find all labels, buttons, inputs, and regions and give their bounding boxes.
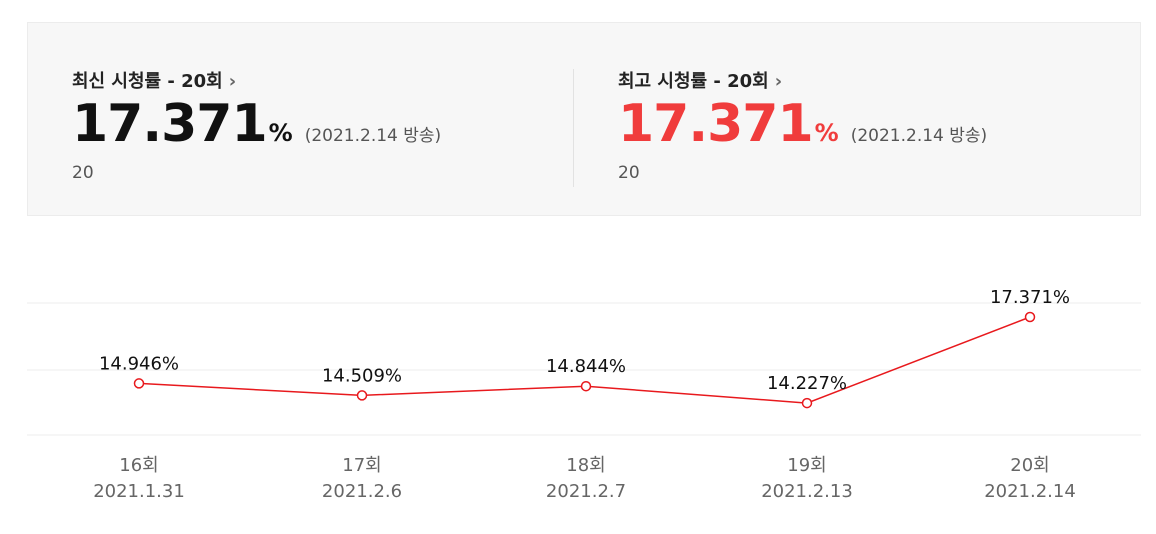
latest-rating-row: 17.371% (2021.2.14 방송) [72, 95, 441, 153]
latest-rating-title-text: 최신 시청률 - 20회 [72, 71, 223, 92]
data-label: 14.227% [767, 373, 847, 394]
best-rating-row: 17.371% (2021.2.14 방송) [618, 95, 987, 153]
x-tick-episode: 18회 [566, 455, 605, 476]
x-tick-episode: 16회 [119, 455, 158, 476]
ratings-line-chart: 14.946% 14.509% 14.844% 14.227% 17.371% 16회 20… [27, 287, 1141, 502]
best-rating-sub: 20 [618, 163, 640, 183]
latest-rating-unit: % [268, 119, 293, 147]
latest-rating-sub: 20 [72, 163, 94, 183]
data-point [1024, 311, 1036, 323]
best-rating-value: 17.371 [618, 94, 814, 154]
rating-summary-panel: 최신 시청률 - 20회 › 17.371% (2021.2.14 방송) 20 최… [27, 22, 1141, 216]
chevron-right-icon[interactable]: › [774, 71, 783, 92]
data-point [356, 390, 368, 401]
best-rating-title[interactable]: 최고 시청률 - 20회 › [618, 67, 782, 93]
x-tick-episode: 17회 [342, 455, 381, 476]
data-label: 14.946% [99, 353, 179, 374]
x-tick-date: 2021.1.31 [93, 481, 185, 502]
data-label: 17.371% [990, 287, 1070, 308]
x-tick-episode: 19회 [787, 455, 826, 476]
x-tick-date: 2021.2.14 [984, 481, 1076, 502]
best-rating-unit: % [814, 119, 839, 147]
data-label: 14.509% [322, 365, 402, 386]
x-tick-episode: 20회 [1010, 455, 1049, 476]
latest-rating-date: (2021.2.14 방송) [304, 126, 442, 146]
data-point [801, 397, 813, 409]
best-rating-date: (2021.2.14 방송) [850, 126, 988, 146]
best-rating-title-text: 최고 시청률 - 20회 [618, 71, 769, 92]
data-point [133, 378, 145, 389]
chevron-right-icon[interactable]: › [228, 71, 237, 92]
summary-divider [573, 69, 574, 187]
latest-rating-value: 17.371 [72, 94, 268, 154]
latest-rating-title[interactable]: 최신 시청률 - 20회 › [72, 67, 236, 93]
x-tick-date: 2021.2.7 [546, 481, 626, 502]
x-tick-date: 2021.2.6 [322, 481, 402, 502]
data-label: 14.844% [546, 356, 626, 377]
x-tick-date: 2021.2.13 [761, 481, 853, 502]
data-point [580, 380, 592, 392]
